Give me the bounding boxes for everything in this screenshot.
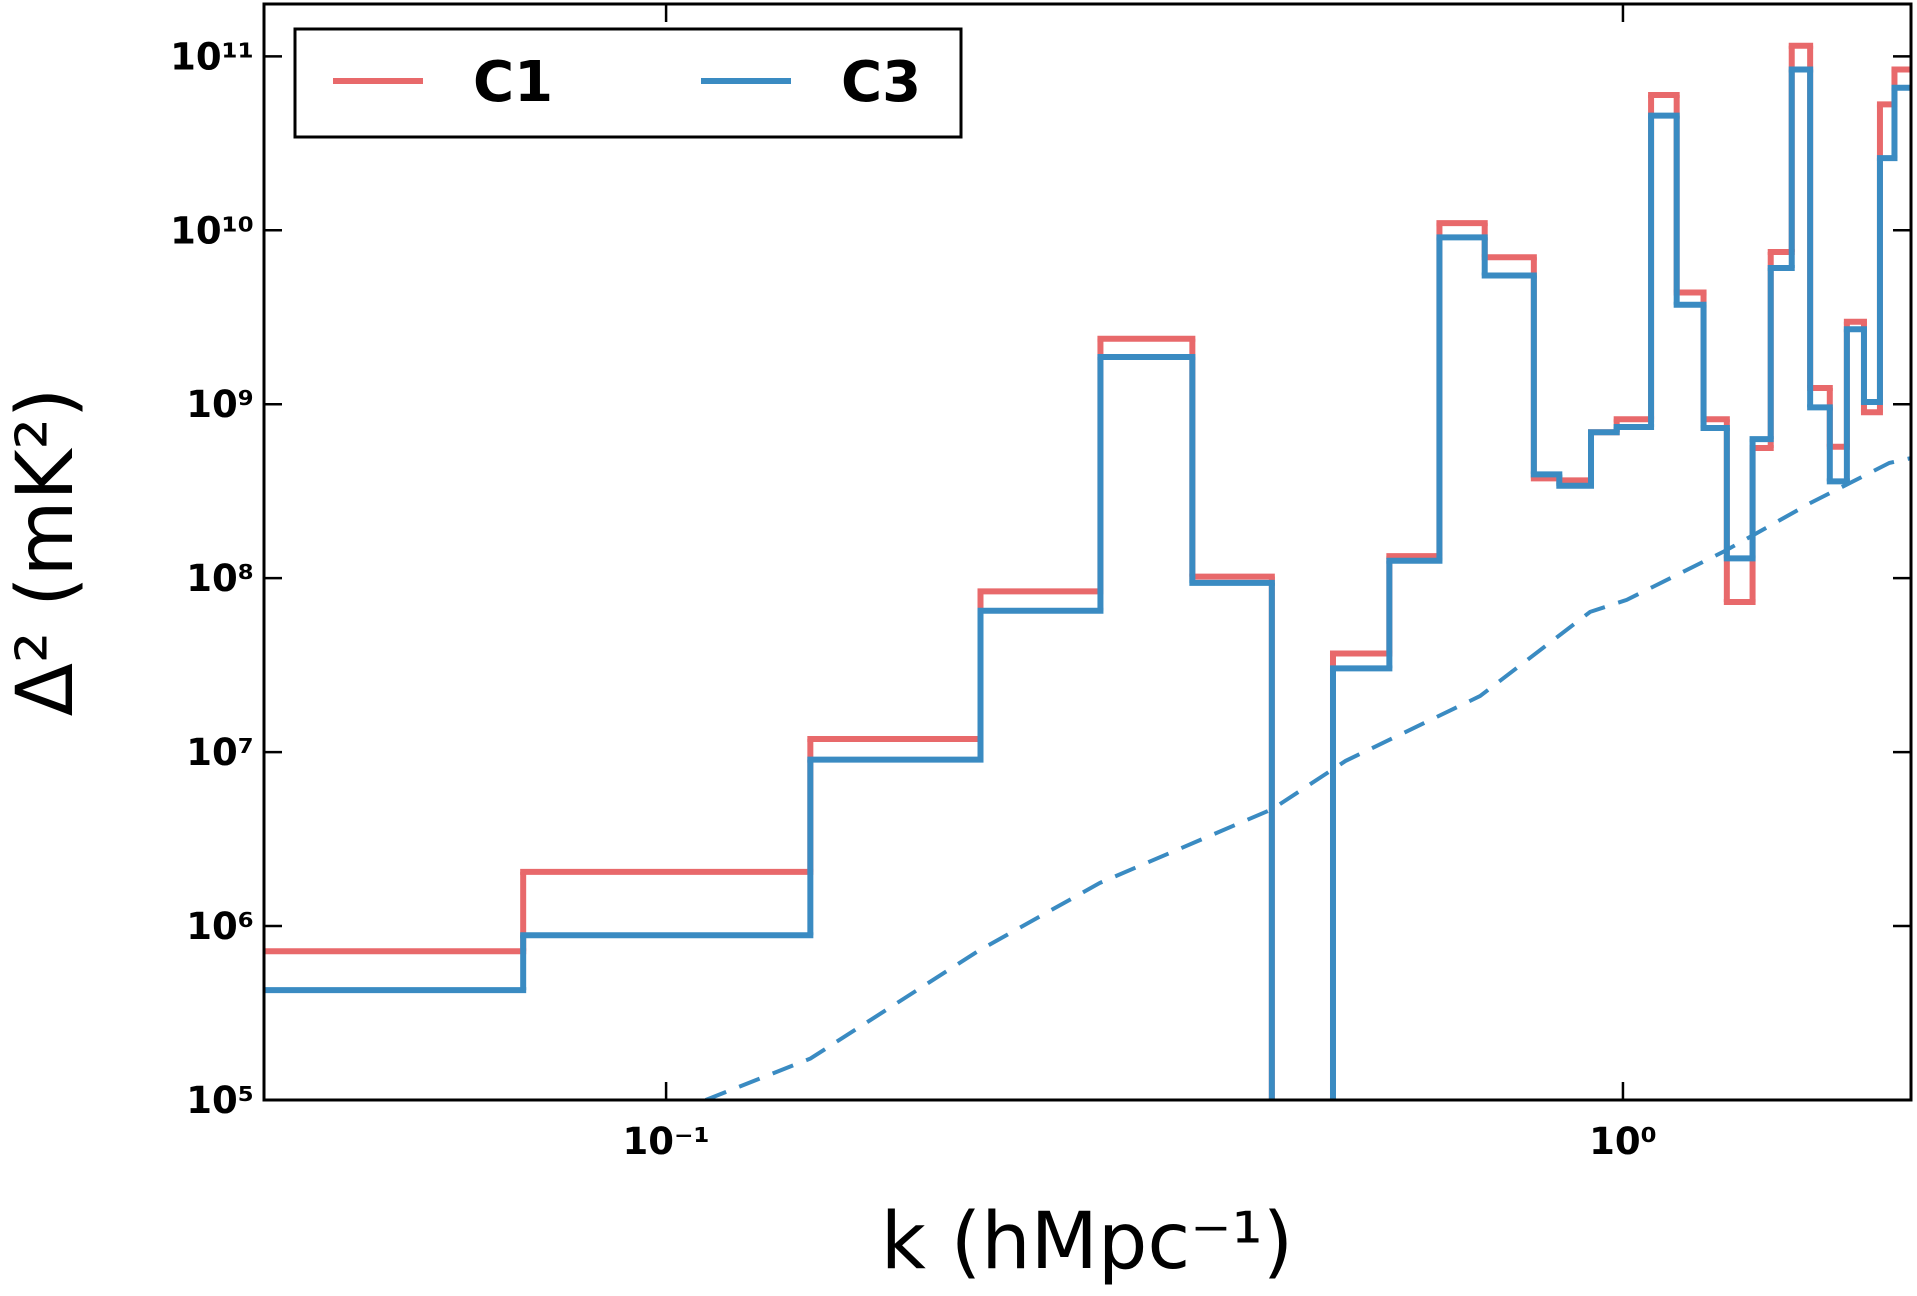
- plot-frame: [262, 2, 1913, 1102]
- y-tick-label: 10⁷: [186, 731, 254, 774]
- y-tick-label: 10⁸: [186, 557, 254, 600]
- reference-line: [704, 456, 1911, 1100]
- y-tick-label: 10⁶: [186, 905, 254, 948]
- legend-label: C1: [473, 50, 553, 115]
- series-1: [264, 66, 1911, 1100]
- series-0: [264, 42, 1911, 1100]
- y-tick-label: 10⁵: [186, 1079, 254, 1122]
- axes: 10⁵ 10⁶ 10⁷ 10⁸ 10⁹ 10¹⁰ 10¹¹ 10⁻¹ 10⁰ C1 C3: [170, 2, 1913, 1163]
- legend-label: C3: [841, 50, 921, 115]
- y-tick-label: 10⁹: [186, 383, 254, 426]
- x-tick-label: 10⁻¹: [622, 1120, 709, 1163]
- plot-area: [264, 42, 1911, 1100]
- x-tick-label: 10⁰: [1589, 1120, 1657, 1163]
- x-axis-label: k (hMpc⁻¹): [881, 1197, 1293, 1287]
- y-tick-label: 10¹⁰: [170, 209, 254, 252]
- y-tick-label: 10¹¹: [170, 35, 254, 78]
- y-axis-label: Δ² (mK²): [1, 388, 91, 717]
